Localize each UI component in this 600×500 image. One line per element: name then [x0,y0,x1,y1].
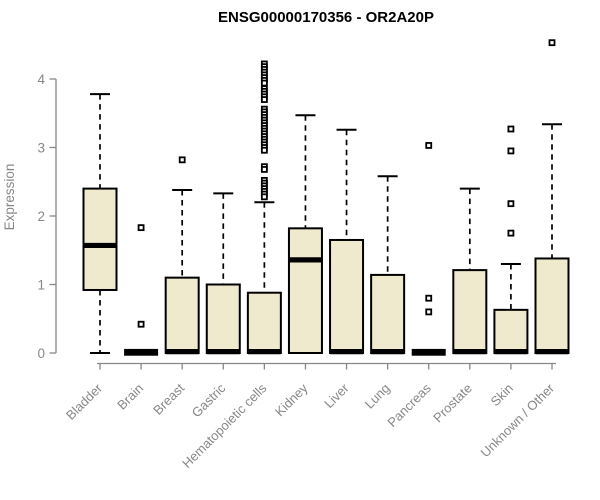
box-gastric [205,192,241,355]
iqr-box [205,283,241,354]
flat-box [411,348,446,356]
iqr-box [493,308,529,354]
x-tick-label: Brain [114,381,146,413]
x-tick-label: Bladder [63,380,106,423]
y-tick-label: 4 [37,72,45,87]
box-hematopoietic-cells [246,60,282,355]
flat-box [124,348,159,356]
y-tick-label: 3 [37,140,45,155]
outlier-point [260,193,268,201]
y-tick-label: 2 [37,209,45,224]
chart-title: ENSG00000170356 - OR2A20P [218,9,434,26]
box-pancreas [411,142,446,356]
outlier-point [260,166,268,173]
box-kidney [287,114,323,354]
outlier-point [260,146,268,154]
y-axis-label: Expression [2,164,17,231]
iqr-box [164,276,200,354]
outlier-point [507,200,515,208]
box-breast [164,156,200,355]
iqr-box [534,257,570,354]
x-tick-label: Prostate [430,381,475,426]
iqr-box [452,269,488,354]
box-liver [329,128,365,355]
box-skin [493,125,529,355]
box-prostate [452,187,488,355]
box-brain [124,224,159,356]
x-tick-label: Kidney [272,380,311,419]
outlier-point [178,156,186,164]
iqr-box [287,227,323,354]
outlier-point [260,96,268,103]
iqr-box [82,187,118,291]
x-tick-label: Skin [488,381,516,409]
outlier-point [425,308,433,316]
iqr-box [329,238,365,355]
y-tick-label: 1 [37,277,45,292]
x-tick-label: Lung [362,381,393,412]
outlier-point [425,294,433,302]
plot-area: 0 1 2 3 4 Bladder Brain Breast GastricHematopoie… [37,39,570,471]
outlier-point [137,320,145,328]
box-bladder [82,93,118,354]
outlier-point [548,39,556,47]
x-tick-label: Liver [321,380,352,411]
outlier-point [425,142,433,149]
outlier-point [507,229,515,237]
outlier-point [260,79,268,87]
box-lung [370,175,406,355]
x-tick-label: Unknown / Other [478,380,558,460]
iqr-box [370,273,406,354]
y-axis: 0 1 2 3 4 [37,72,57,361]
box-unknown-other [534,39,570,355]
x-tick-label: Breast [150,380,187,417]
outlier-point [507,147,515,155]
x-tick-label: Pancreas [384,380,434,430]
outlier-point [507,125,515,133]
x-tick-label: Gastric [189,380,229,420]
outlier-point [137,224,145,232]
y-tick-label: 0 [37,346,45,361]
iqr-box [246,291,282,354]
